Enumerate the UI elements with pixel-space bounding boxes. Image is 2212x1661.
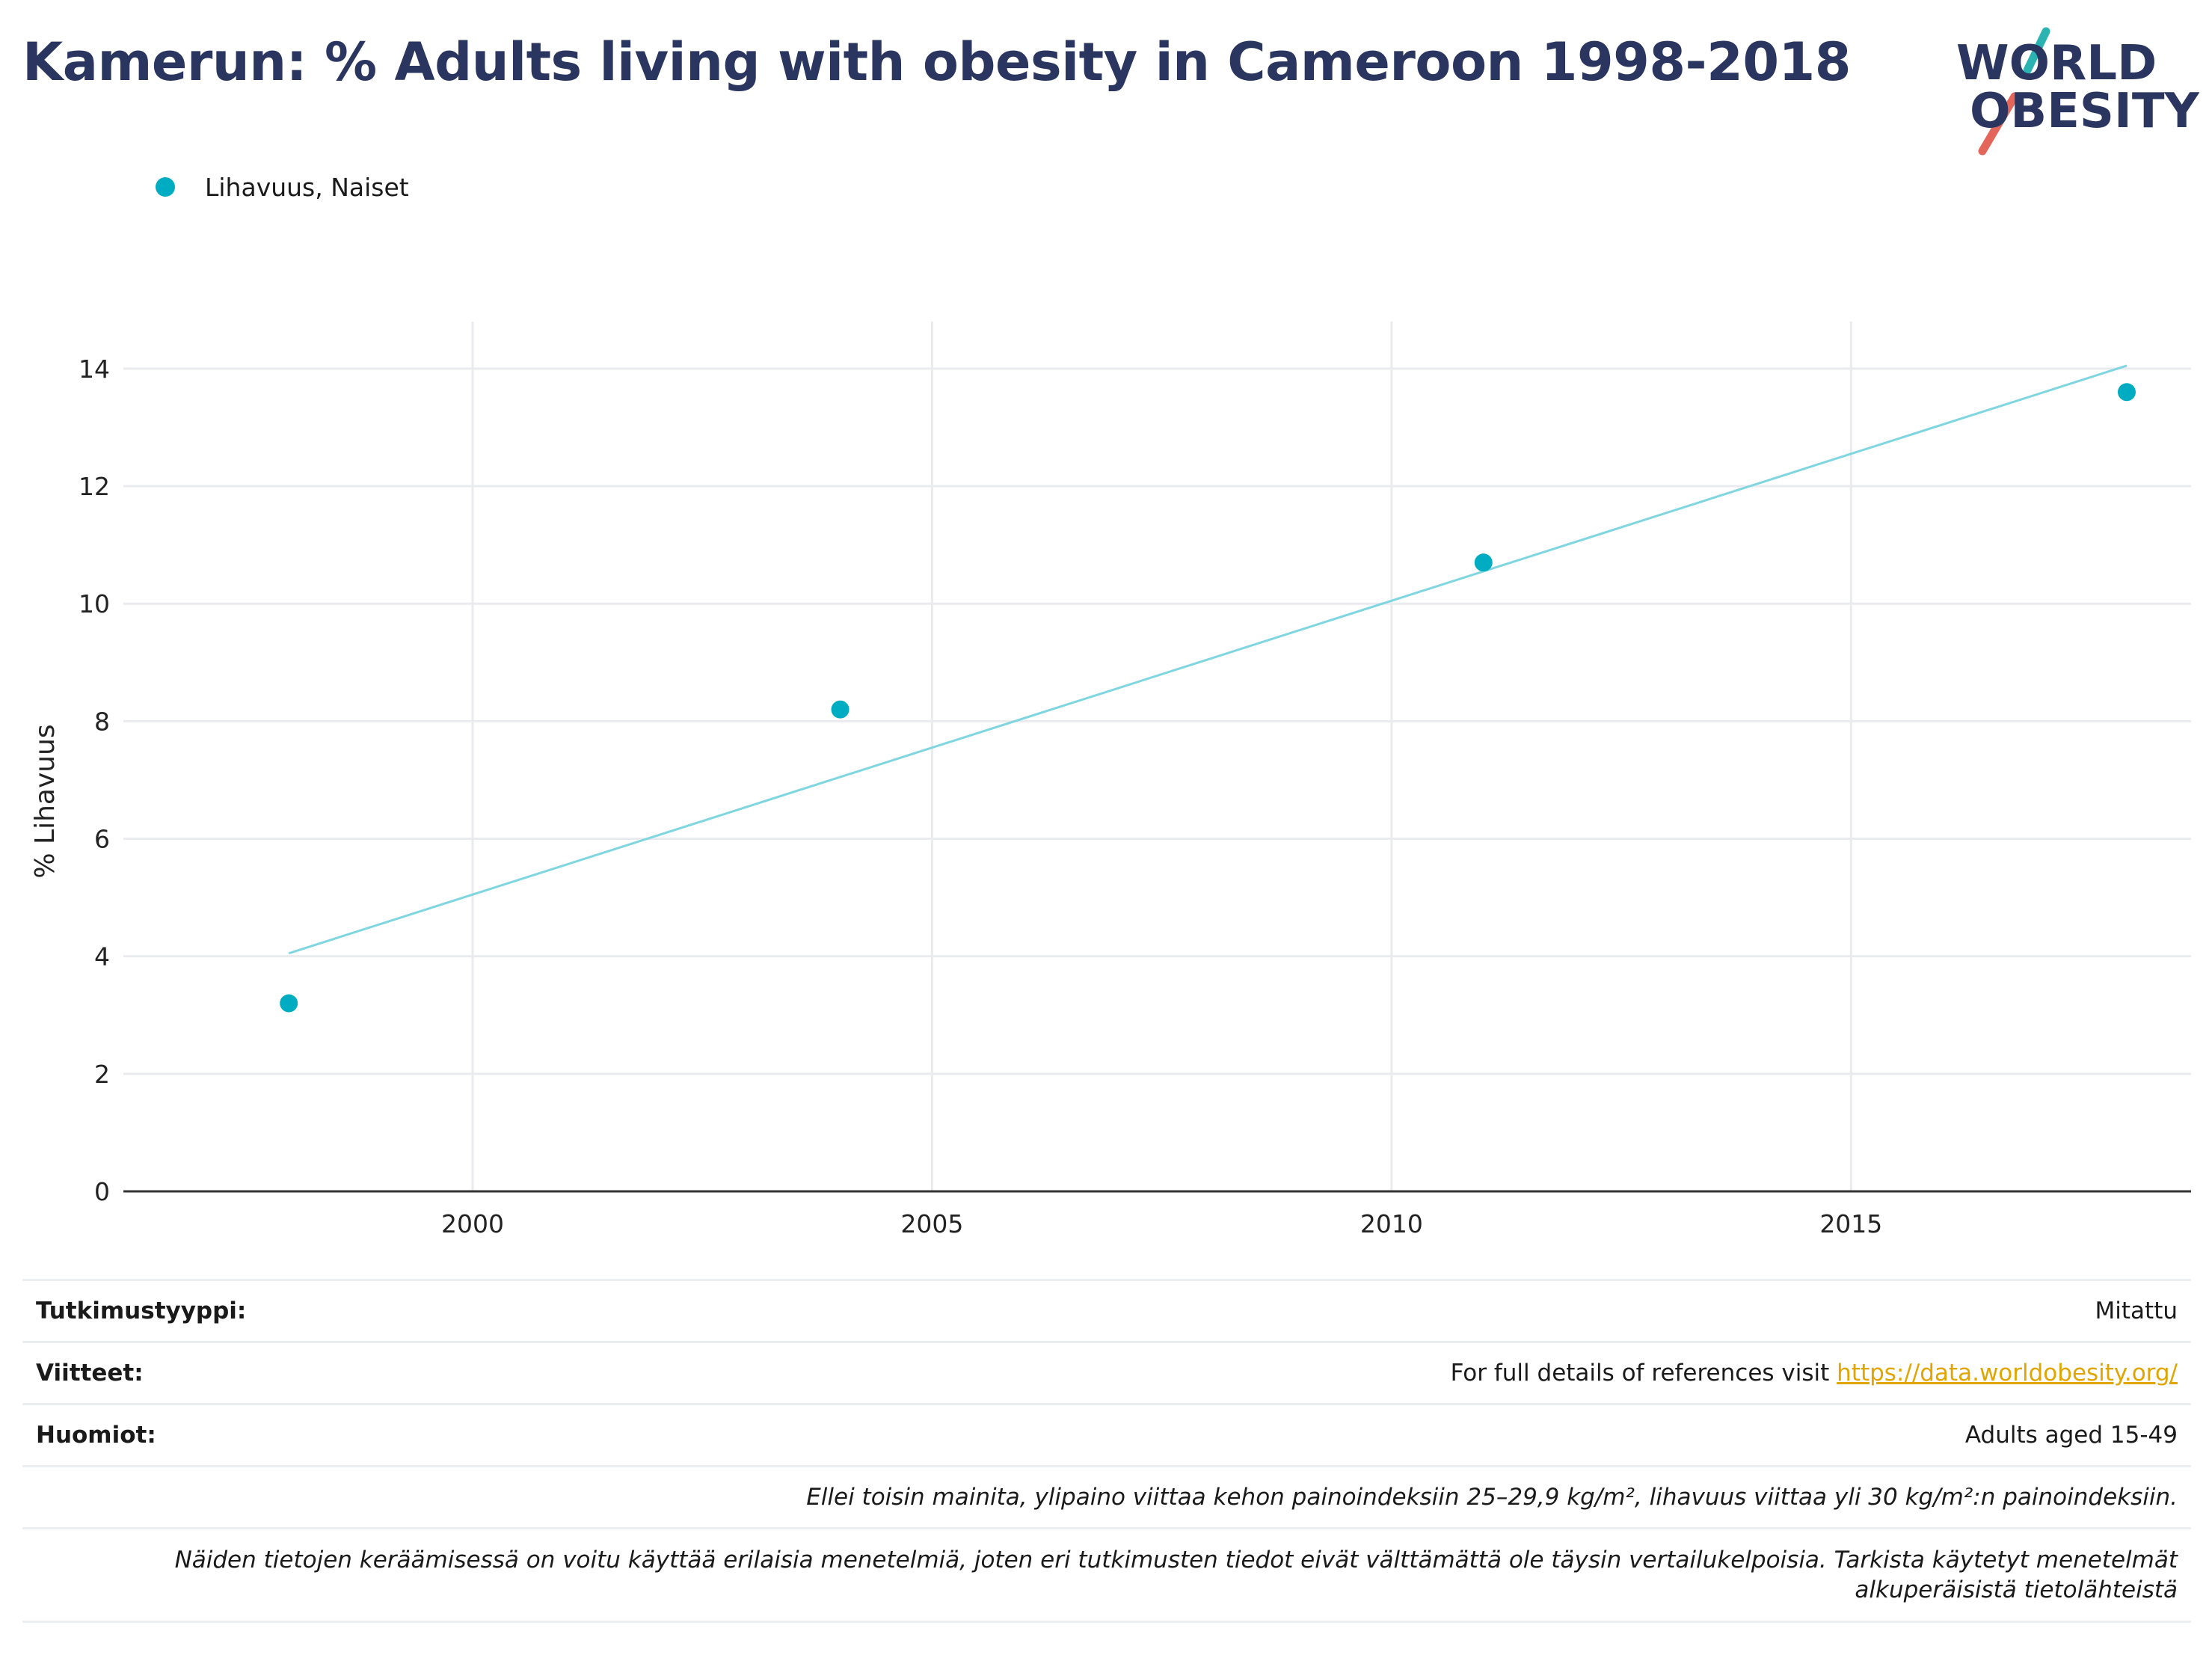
notes-row: Huomiot: Adults aged 15-49 — [22, 1403, 2191, 1465]
references-row: Viitteet: For full details of references… — [22, 1341, 2191, 1403]
references-value: For full details of references visit htt… — [1451, 1360, 2191, 1387]
chart-metadata-table: Tutkimustyyppi: Mitattu Viitteet: For fu… — [22, 1279, 2191, 1623]
y-axis-label: % Lihavuus — [30, 724, 61, 878]
page-title: Kamerun: % Adults living with obesity in… — [22, 31, 1851, 93]
data-point[interactable] — [831, 700, 850, 719]
study-type-value: Mitattu — [2095, 1298, 2178, 1324]
x-tick-labels: 2000 2005 2010 2015 — [441, 1209, 1882, 1238]
logo-word-world: WORLD — [1956, 36, 2157, 91]
x-tick-label: 2015 — [1819, 1209, 1882, 1238]
scatter-chart: 0 2 4 6 8 10 12 14 2000 2005 2010 2015 % Lihavuus — [30, 322, 2191, 1238]
y-tick-label: 14 — [79, 354, 110, 384]
x-tick-label: 2010 — [1360, 1209, 1423, 1238]
study-type-label: Tutkimustyyppi: — [36, 1298, 247, 1324]
methods-note: Näiden tietojen keräämisessä on voitu kä… — [174, 1547, 2178, 1603]
study-type-row: Tutkimustyyppi: Mitattu — [22, 1279, 2191, 1341]
methods-note-row: Näiden tietojen keräämisessä on voitu kä… — [22, 1527, 2191, 1623]
y-tick-label: 12 — [79, 472, 110, 501]
references-link[interactable]: https://data.worldobesity.org/ — [1837, 1360, 2178, 1387]
y-tick-label: 4 — [94, 942, 110, 971]
x-tick-label: 2005 — [900, 1209, 963, 1238]
legend-marker — [156, 177, 175, 197]
y-tick-label: 0 — [94, 1177, 110, 1206]
notes-value: Adults aged 15-49 — [1964, 1422, 2178, 1449]
logo-word-obesity: OBESITY — [1970, 84, 2199, 139]
chart-legend[interactable]: Lihavuus, Naiset — [156, 171, 409, 203]
y-tick-label: 8 — [94, 707, 110, 736]
y-tick-label: 2 — [94, 1060, 110, 1089]
y-tick-labels: 0 2 4 6 8 10 12 14 — [79, 354, 110, 1206]
data-point[interactable] — [280, 994, 298, 1013]
data-points — [280, 383, 2136, 1013]
definition-note-row: Ellei toisin mainita, ylipaino viittaa k… — [22, 1465, 2191, 1527]
world-obesity-logo: WORLD OBESITY — [1956, 25, 2199, 156]
grid-lines — [123, 322, 2191, 1191]
y-tick-label: 10 — [79, 589, 110, 618]
data-point[interactable] — [1474, 553, 1493, 572]
logo-slash-icon — [1978, 27, 2050, 156]
legend-label: Lihavuus, Naiset — [205, 172, 409, 202]
references-text: For full details of references visit — [1450, 1360, 1837, 1387]
references-label: Viitteet: — [36, 1360, 144, 1387]
notes-label: Huomiot: — [36, 1422, 156, 1449]
data-point[interactable] — [2117, 383, 2136, 402]
trend-line — [288, 364, 2127, 955]
y-tick-label: 6 — [94, 825, 110, 854]
x-tick-label: 2000 — [441, 1209, 504, 1238]
definition-note: Ellei toisin mainita, ylipaino viittaa k… — [806, 1484, 2178, 1511]
